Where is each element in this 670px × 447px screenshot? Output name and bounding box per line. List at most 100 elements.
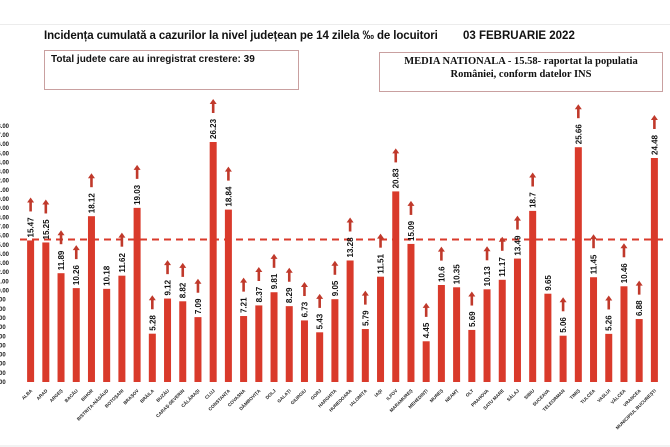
bar bbox=[377, 276, 385, 382]
y-tick-label: 8.00 bbox=[0, 307, 6, 313]
value-label: 26.23 bbox=[209, 118, 218, 139]
chart-title: Incidența cumulată a cazurilor la nivel … bbox=[44, 30, 438, 42]
y-tick-label: 3.00 bbox=[0, 353, 6, 359]
value-label: 5.69 bbox=[468, 311, 477, 327]
increase-arrow-icon bbox=[118, 232, 126, 238]
increase-arrow-icon bbox=[513, 215, 521, 221]
increase-arrow-icon bbox=[331, 260, 339, 266]
bar bbox=[179, 301, 187, 382]
value-label: 6.73 bbox=[300, 301, 309, 317]
y-tick-label: 18.00 bbox=[0, 215, 10, 221]
increase-count-box: Total judete care au inregistrat crester… bbox=[44, 50, 299, 90]
bar bbox=[148, 333, 156, 382]
x-tick-label: ARGEȘ bbox=[49, 388, 65, 404]
bar bbox=[544, 293, 552, 382]
increase-arrow-icon bbox=[392, 148, 400, 154]
increase-arrow-icon bbox=[422, 302, 430, 308]
bar bbox=[422, 341, 430, 382]
value-label: 20.83 bbox=[392, 168, 401, 189]
x-tick-label: SIBIU bbox=[523, 388, 536, 401]
y-tick-label: 23.00 bbox=[0, 170, 10, 176]
value-label: 11.51 bbox=[377, 254, 386, 274]
bar bbox=[513, 258, 521, 382]
value-label: 18.7 bbox=[529, 192, 538, 208]
value-label: 18.84 bbox=[224, 186, 233, 207]
value-label: 11.45 bbox=[590, 254, 599, 274]
national-average-line2: României, conform datelor INS bbox=[450, 69, 592, 80]
increase-arrow-icon bbox=[605, 295, 613, 301]
value-label: 10.13 bbox=[483, 266, 492, 287]
increase-arrow-icon bbox=[650, 115, 658, 121]
x-tick-label: DOLJ bbox=[265, 388, 278, 401]
bar bbox=[635, 319, 643, 382]
x-tick-label: OLT bbox=[465, 388, 475, 398]
increase-arrow-icon bbox=[224, 166, 232, 172]
bar bbox=[118, 275, 126, 382]
increase-arrow-icon bbox=[620, 243, 628, 249]
x-tick-label: ARAD bbox=[36, 388, 49, 401]
bar bbox=[300, 320, 308, 382]
increase-arrow-icon bbox=[300, 282, 308, 288]
increase-arrow-icon bbox=[209, 98, 217, 104]
x-tick-label: IAȘI bbox=[373, 388, 384, 399]
x-tick-label: ALBA bbox=[21, 388, 34, 401]
arrows-group bbox=[27, 98, 658, 317]
increase-arrow-icon bbox=[529, 172, 537, 178]
increase-arrow-icon bbox=[270, 253, 278, 259]
bar bbox=[255, 305, 263, 382]
x-tick-label: GORJ bbox=[310, 388, 323, 401]
x-tick-label: SĂLAJ bbox=[505, 387, 520, 402]
increase-arrow-icon bbox=[590, 234, 598, 240]
bar bbox=[559, 335, 567, 382]
value-label: 11.62 bbox=[118, 253, 127, 273]
y-tick-label: 7.00 bbox=[0, 316, 6, 322]
y-tick-label: 10.00 bbox=[0, 289, 10, 295]
value-label: 7.09 bbox=[194, 298, 203, 314]
y-tick-label: 26.00 bbox=[0, 142, 10, 148]
y-tick-label: 9.00 bbox=[0, 298, 6, 304]
bar bbox=[483, 289, 491, 382]
bar bbox=[270, 292, 278, 382]
increase-arrow-icon bbox=[87, 173, 95, 179]
value-label: 9.12 bbox=[164, 279, 173, 295]
bar bbox=[453, 287, 461, 382]
value-label: 5.06 bbox=[559, 317, 568, 333]
increase-arrow-icon bbox=[483, 246, 491, 252]
y-tick-label: 22.00 bbox=[0, 179, 10, 185]
x-tick-label: TULCEA bbox=[580, 388, 597, 405]
bar bbox=[285, 306, 293, 382]
bar bbox=[498, 279, 506, 382]
increase-arrow-icon bbox=[164, 260, 172, 266]
bar bbox=[407, 243, 415, 382]
value-label: 4.45 bbox=[422, 322, 431, 338]
increase-arrow-icon bbox=[407, 200, 415, 206]
bar bbox=[392, 191, 400, 382]
y-tick-label: 21.00 bbox=[0, 188, 10, 194]
bar bbox=[87, 216, 95, 382]
increase-arrow-icon bbox=[133, 164, 141, 170]
x-tick-label: TIMIȘ bbox=[569, 388, 582, 401]
value-label: 11.89 bbox=[57, 250, 66, 270]
bar bbox=[590, 277, 598, 382]
value-label: 7.21 bbox=[240, 297, 249, 313]
x-tick-label: ILFOV bbox=[385, 388, 399, 402]
value-label: 5.26 bbox=[605, 315, 614, 331]
x-labels-group: ALBA ARAD ARGEȘ BACĂU BIHORBISTRIȚA-NĂSĂUDBO… bbox=[21, 387, 658, 431]
y-tick-label: 28.00 bbox=[0, 124, 10, 130]
value-label: 25.66 bbox=[574, 124, 583, 145]
bar bbox=[620, 286, 628, 382]
value-label: 10.26 bbox=[72, 265, 81, 286]
bar bbox=[103, 288, 111, 382]
x-tick-label: MUREȘ bbox=[429, 388, 445, 404]
y-tick-label: 17.00 bbox=[0, 224, 10, 230]
bar bbox=[240, 316, 248, 382]
bar bbox=[346, 260, 354, 382]
national-average-line1: MEDIA NATIONALA - 15.58- raportat la pop… bbox=[404, 56, 638, 67]
value-labels-group: 15.47 15.25 11.89 10.26 18.12 10.18 11.62 19.03… bbox=[27, 118, 660, 338]
value-label: 10.18 bbox=[103, 265, 112, 286]
value-label: 10.6 bbox=[437, 266, 446, 282]
value-label: 10.35 bbox=[453, 264, 462, 285]
y-tick-label: 15.00 bbox=[0, 243, 10, 249]
national-average-box: MEDIA NATIONALA - 15.58- raportat la pop… bbox=[379, 52, 663, 92]
